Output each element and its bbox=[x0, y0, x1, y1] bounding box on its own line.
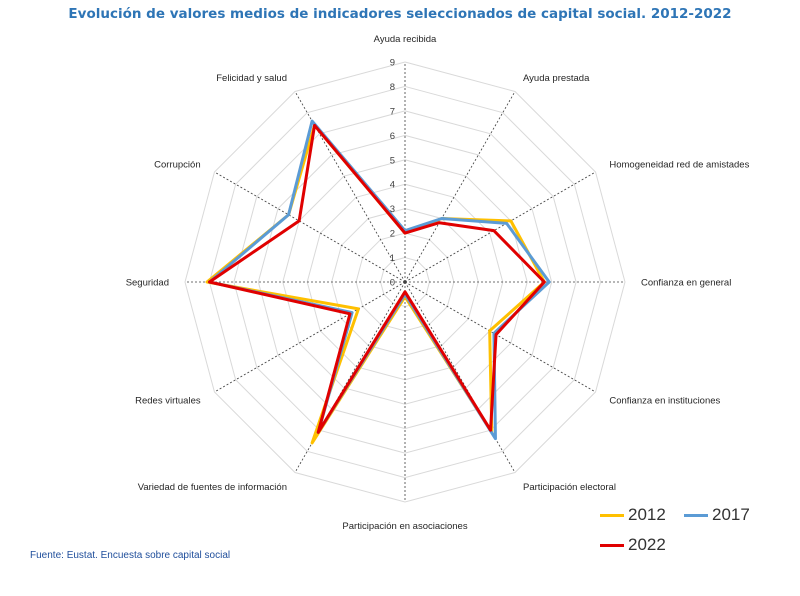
scale-tick-5: 5 bbox=[390, 155, 395, 166]
scale-tick-4: 4 bbox=[390, 180, 395, 191]
series-2022 bbox=[207, 123, 546, 434]
legend-swatch-2022 bbox=[600, 543, 624, 547]
legend-label-2017: 2017 bbox=[712, 505, 750, 524]
radar-grid bbox=[184, 61, 626, 503]
grid-ring-6 bbox=[257, 134, 553, 430]
radar-series bbox=[205, 119, 551, 445]
scale-tick-6: 6 bbox=[390, 131, 395, 142]
axis-label-seguridad: Seguridad bbox=[126, 278, 169, 289]
legend-swatch-2017 bbox=[684, 513, 708, 517]
legend-label-2022: 2022 bbox=[628, 535, 666, 554]
spoke-redes-virtuales bbox=[214, 281, 406, 393]
legend-item-2017: 2017 bbox=[684, 505, 750, 525]
scale-tick-1: 1 bbox=[390, 253, 395, 264]
scale-tick-0: 0 bbox=[390, 278, 395, 289]
grid-ring-9 bbox=[184, 61, 626, 503]
source-note: Fuente: Eustat. Encuesta sobre capital s… bbox=[30, 550, 231, 561]
spoke-ayuda-prestada bbox=[404, 91, 516, 283]
scale-tick-8: 8 bbox=[390, 82, 395, 93]
radar-labels: 0 1 2 3 4 5 6 7 8 9 Ayuda recibida Ayuda prestada Ho… bbox=[126, 34, 750, 532]
axis-label-corrupcion: Corrupción bbox=[154, 160, 200, 171]
axis-label-variedad-de-fuentes-de-informacion: Variedad de fuentes de información bbox=[138, 482, 287, 493]
axis-label-redes-virtuales: Redes virtuales bbox=[135, 396, 201, 407]
scale-tick-3: 3 bbox=[390, 204, 395, 215]
spoke-felicidad-y-salud bbox=[294, 91, 406, 283]
axis-label-participacion-en-asociaciones: Participación en asociaciones bbox=[342, 521, 467, 532]
axis-label-confianza-en-general: Confianza en general bbox=[641, 278, 731, 289]
axis-label-homogeneidad-red-de-amistades: Homogeneidad red de amistades bbox=[609, 160, 749, 171]
scale-tick-2: 2 bbox=[390, 229, 395, 240]
axis-label-ayuda-recibida: Ayuda recibida bbox=[374, 34, 437, 45]
legend-swatch-2012 bbox=[600, 513, 624, 517]
chart-title: Evolución de valores medios de indicador… bbox=[68, 6, 732, 22]
axis-label-ayuda-prestada: Ayuda prestada bbox=[523, 73, 590, 84]
legend-label-2012: 2012 bbox=[628, 505, 666, 524]
scale-tick-9: 9 bbox=[390, 58, 395, 69]
legend-item-2012: 2012 bbox=[600, 505, 666, 525]
spoke-homogeneidad-red-de-amistades bbox=[404, 171, 596, 283]
series-2017 bbox=[207, 119, 551, 441]
legend-item-2022: 2022 bbox=[600, 535, 666, 555]
spoke-participacion-electoral bbox=[404, 281, 516, 473]
axis-label-participacion-electoral: Participación electoral bbox=[523, 482, 616, 493]
spoke-variedad-de-fuentes-de-informacion bbox=[294, 281, 406, 473]
grid-ring-8 bbox=[208, 85, 602, 479]
scale-tick-7: 7 bbox=[390, 106, 395, 117]
axis-label-felicidad-y-salud: Felicidad y salud bbox=[216, 73, 287, 84]
spoke-confianza-en-instituciones bbox=[404, 281, 596, 393]
axis-label-confianza-en-instituciones: Confianza en instituciones bbox=[609, 396, 720, 407]
grid-ring-7 bbox=[233, 110, 577, 454]
spoke-corrupcion bbox=[214, 171, 406, 283]
